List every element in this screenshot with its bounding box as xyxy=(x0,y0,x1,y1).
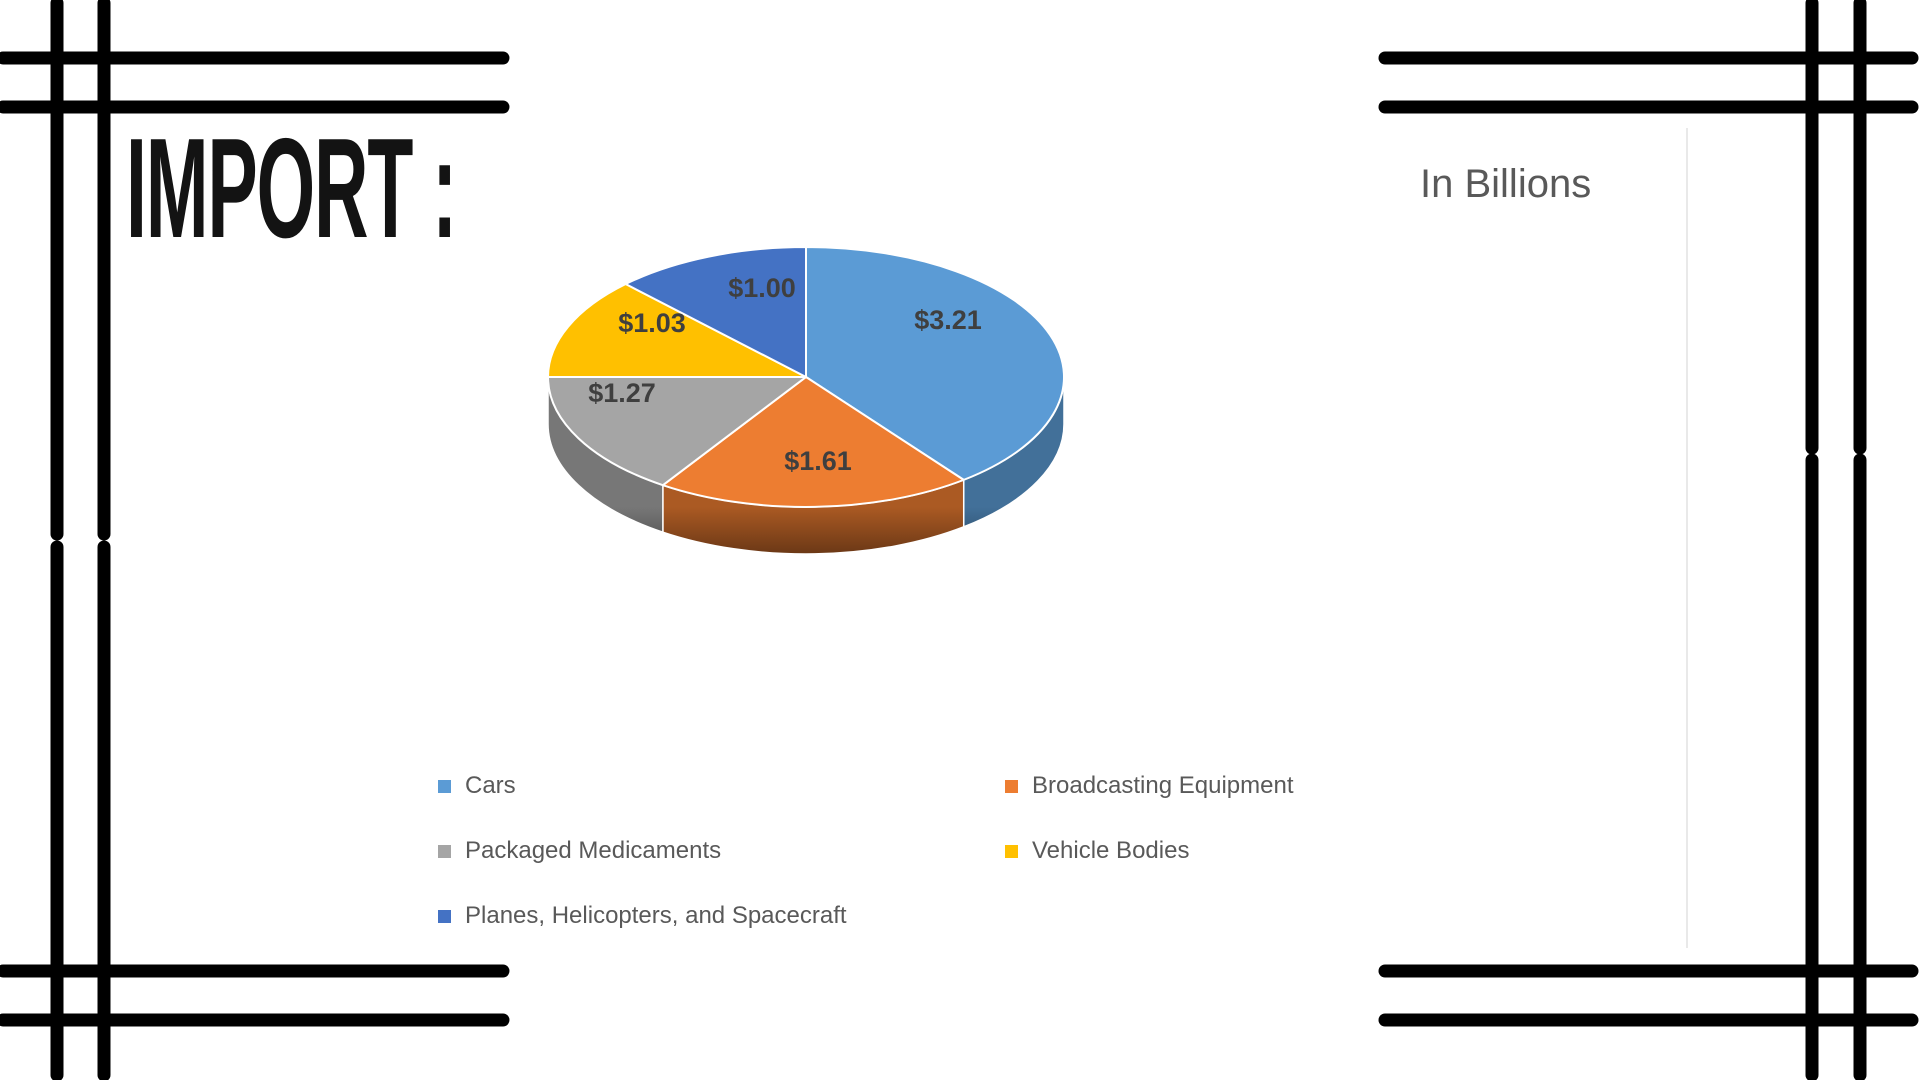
legend-label: Planes, Helicopters, and Spacecraft xyxy=(465,902,847,929)
pie-data-label-vehicle-bodies: $1.03 xyxy=(618,308,686,338)
pie-data-label-packaged-medicaments: $1.27 xyxy=(588,378,656,408)
pie-data-label-cars: $3.21 xyxy=(914,305,982,335)
pie-data-label-broadcasting-equipment: $1.61 xyxy=(784,446,852,476)
pie-slice-planes-helicopters-and-spacecraft xyxy=(624,246,807,378)
legend-swatch xyxy=(438,845,451,858)
legend-item: Planes, Helicopters, and Spacecraft xyxy=(438,901,1005,966)
legend-label: Cars xyxy=(465,772,516,799)
legend-swatch xyxy=(438,910,451,923)
chart-title: In Billions xyxy=(1420,162,1592,206)
page-title: IMPORT : xyxy=(126,109,457,268)
legend-swatch xyxy=(438,780,451,793)
legend-label: Packaged Medicaments xyxy=(465,837,722,864)
pie-slice-packaged-medicaments xyxy=(547,376,807,487)
legend-label: Vehicle Bodies xyxy=(1032,837,1190,864)
pie-slice-vehicle-bodies xyxy=(547,283,807,378)
pie-data-label-planes-helicopters-and-spacecraft: $1.00 xyxy=(728,273,796,303)
chart-legend: Cars Broadcasting Equipment Packaged Medic… xyxy=(438,771,1294,966)
legend-item: Packaged Medicaments xyxy=(438,836,1005,901)
legend-label: Broadcasting Equipment xyxy=(1032,772,1294,799)
legend-swatch xyxy=(1005,845,1018,858)
pie-slice-cars xyxy=(805,246,1065,481)
legend-item: Vehicle Bodies xyxy=(1005,836,1294,901)
pie-slice-broadcasting-equipment xyxy=(661,376,965,508)
legend-item: Broadcasting Equipment xyxy=(1005,771,1294,836)
legend-item: Cars xyxy=(438,771,1005,836)
chart-area-border xyxy=(1686,128,1688,948)
legend-swatch xyxy=(1005,780,1018,793)
